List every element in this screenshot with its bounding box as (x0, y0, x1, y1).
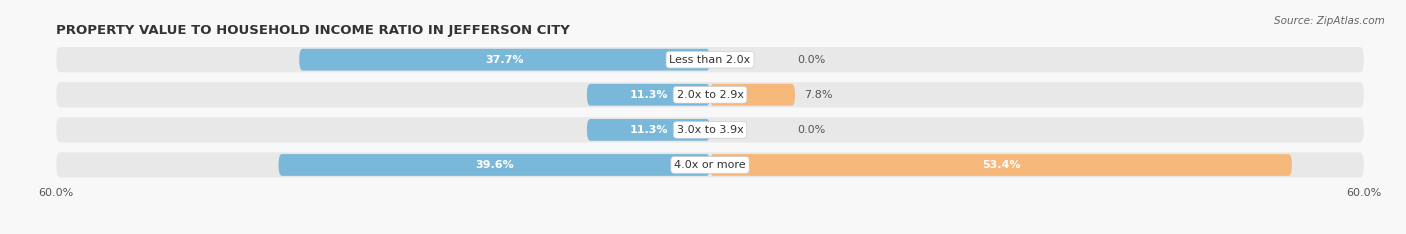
Text: 39.6%: 39.6% (475, 160, 513, 170)
Text: 53.4%: 53.4% (981, 160, 1021, 170)
Text: 11.3%: 11.3% (630, 125, 668, 135)
FancyBboxPatch shape (586, 119, 710, 141)
Text: 2.0x to 2.9x: 2.0x to 2.9x (676, 90, 744, 100)
FancyBboxPatch shape (586, 84, 710, 106)
Text: 0.0%: 0.0% (797, 55, 825, 65)
FancyBboxPatch shape (56, 152, 1364, 178)
FancyBboxPatch shape (278, 154, 710, 176)
Text: 0.0%: 0.0% (797, 125, 825, 135)
FancyBboxPatch shape (710, 154, 1292, 176)
FancyBboxPatch shape (710, 84, 794, 106)
FancyBboxPatch shape (56, 82, 1364, 107)
FancyBboxPatch shape (56, 117, 1364, 143)
Text: 37.7%: 37.7% (485, 55, 524, 65)
Text: 7.8%: 7.8% (804, 90, 832, 100)
Text: Less than 2.0x: Less than 2.0x (669, 55, 751, 65)
Text: 4.0x or more: 4.0x or more (675, 160, 745, 170)
Text: 11.3%: 11.3% (630, 90, 668, 100)
Text: Source: ZipAtlas.com: Source: ZipAtlas.com (1274, 16, 1385, 26)
FancyBboxPatch shape (299, 49, 710, 70)
Text: 3.0x to 3.9x: 3.0x to 3.9x (676, 125, 744, 135)
Text: PROPERTY VALUE TO HOUSEHOLD INCOME RATIO IN JEFFERSON CITY: PROPERTY VALUE TO HOUSEHOLD INCOME RATIO… (56, 24, 569, 37)
FancyBboxPatch shape (56, 47, 1364, 72)
